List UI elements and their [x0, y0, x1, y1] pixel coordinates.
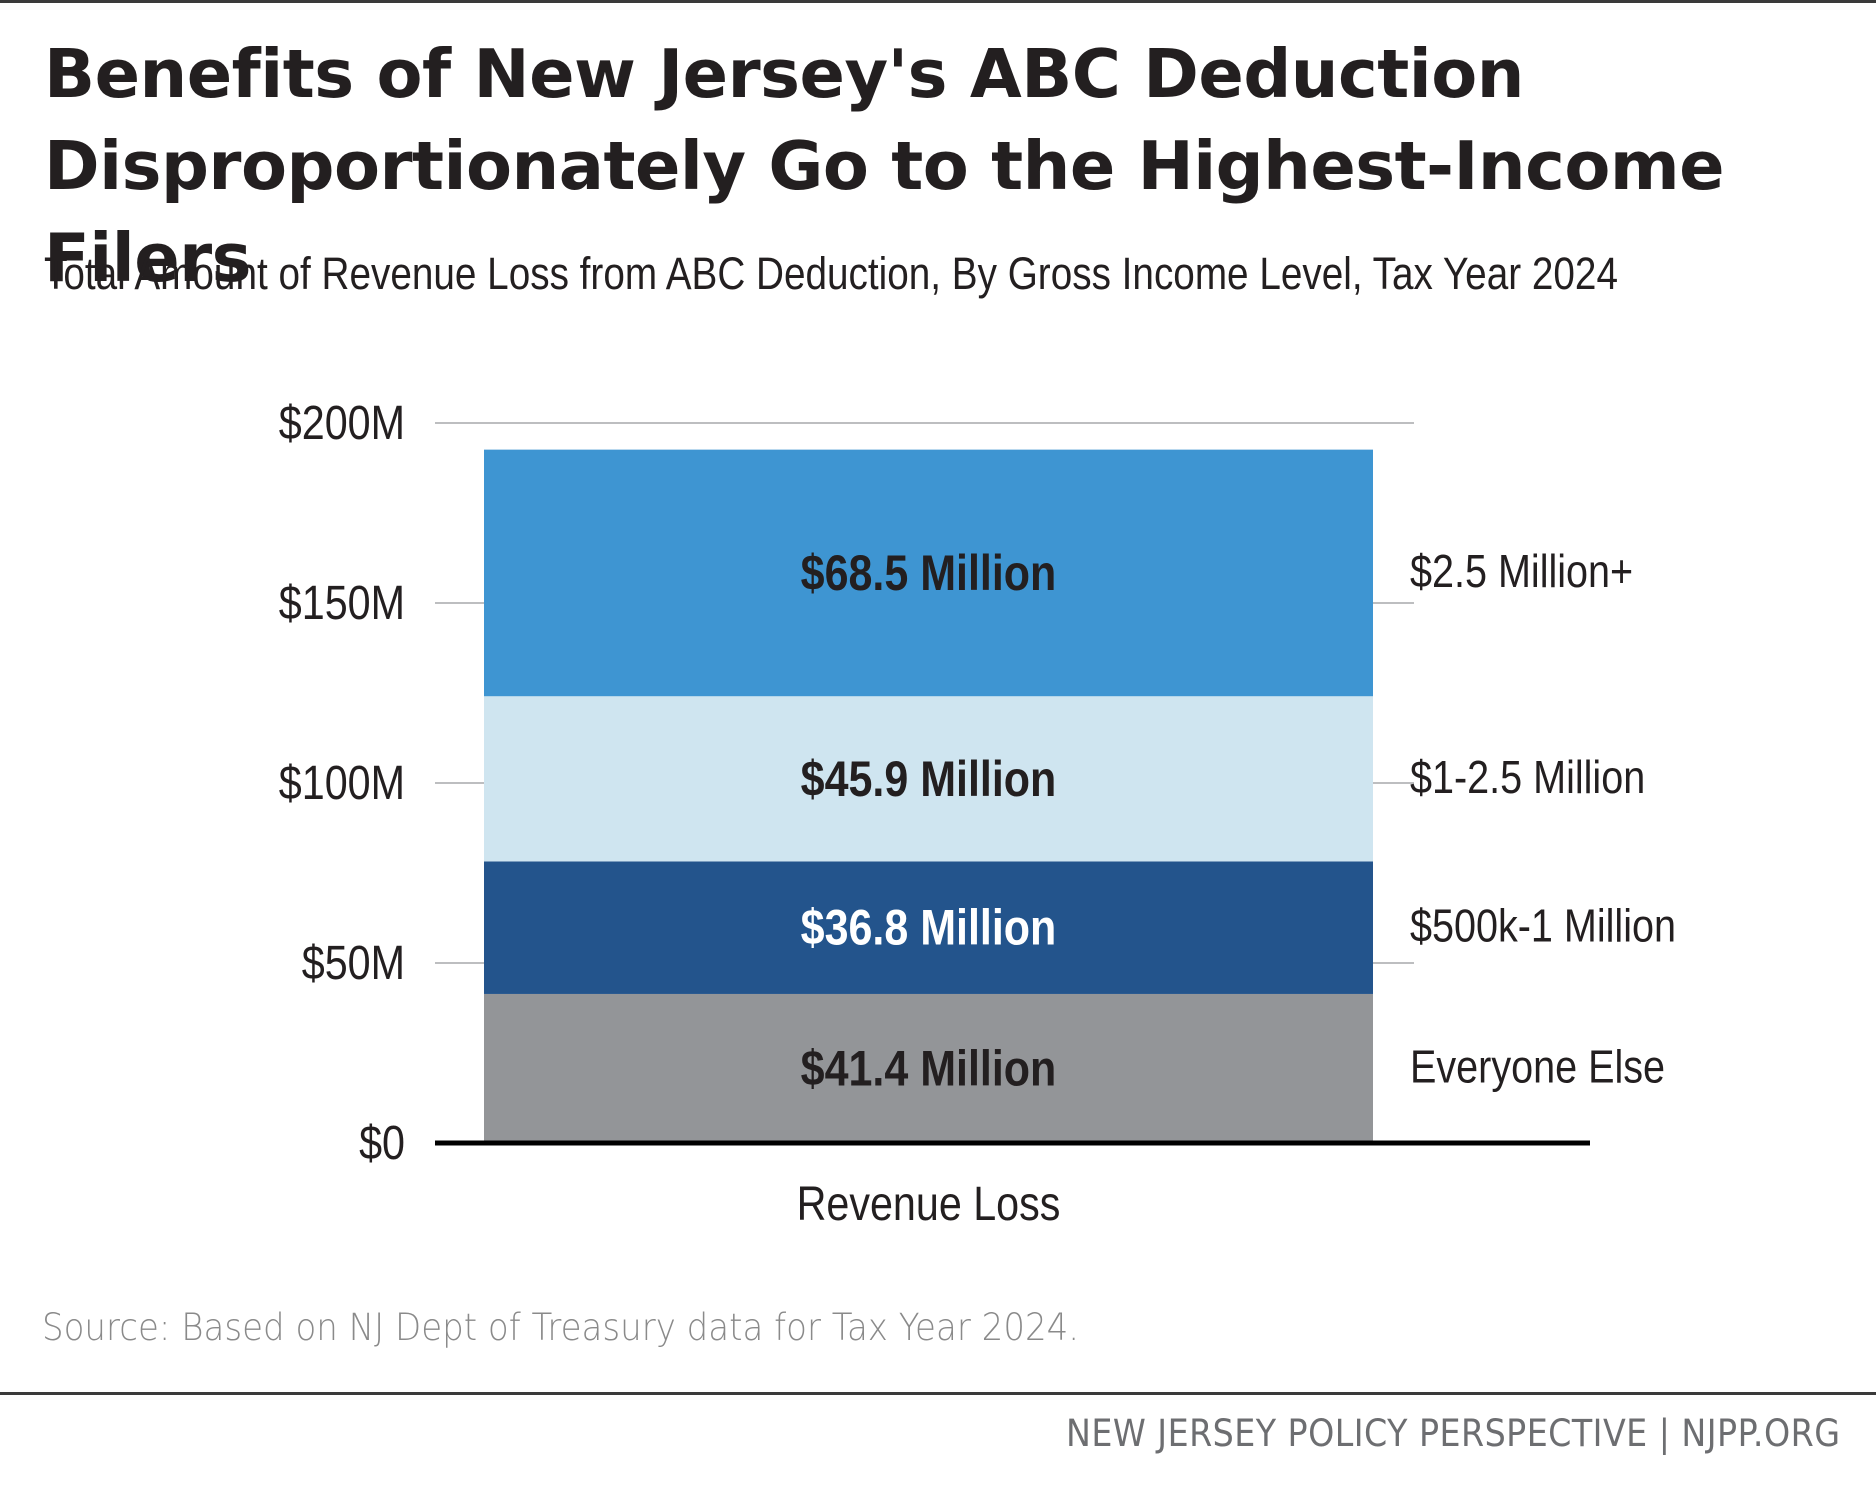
y-tick-label-200: $200M: [279, 396, 405, 450]
footer-credit: NEW JERSEY POLICY PERSPECTIVE | NJPP.ORG: [1065, 1412, 1840, 1455]
bar-value-label-1: $36.8 Million: [801, 900, 1057, 956]
source-note: Source: Based on NJ Dept of Treasury dat…: [42, 1306, 1080, 1349]
y-tick-label-0: $0: [359, 1116, 405, 1170]
y-tick-label-150: $150M: [279, 576, 405, 630]
bottom-rule: [0, 1392, 1876, 1395]
legend-label-2: $1-2.5 Million: [1410, 752, 1645, 803]
legend-label-0: Everyone Else: [1410, 1042, 1665, 1093]
legend-label-1: $500k-1 Million: [1410, 901, 1676, 952]
stacked-bar-chart: $41.4 Million Everyone Else $36.8 Million $…: [279, 396, 1676, 1231]
y-tick-label-50: $50M: [302, 936, 405, 990]
bar-segment-2: [484, 696, 1373, 862]
title-line-2: Disproportionately Go to the Highest-Inc…: [44, 127, 1725, 297]
chart-subtitle: Total Amount of Revenue Loss from ABC De…: [44, 248, 1618, 299]
title-line-1: Benefits of New Jersey's ABC Deduction: [44, 35, 1524, 113]
bar-segment-3: [484, 449, 1373, 697]
bar-segment-1: [484, 861, 1373, 994]
legend-label-3: $2.5 Million+: [1410, 546, 1633, 597]
bar-value-label-0: $41.4 Million: [801, 1040, 1057, 1096]
bar-value-label-3: $68.5 Million: [801, 545, 1057, 601]
bar-value-label-2: $45.9 Million: [801, 751, 1057, 807]
x-category-label: Revenue Loss: [797, 1177, 1061, 1231]
top-rule: [0, 0, 1876, 3]
bar-segment-0: [484, 993, 1373, 1143]
y-tick-label-100: $100M: [279, 756, 405, 810]
chart-title: Benefits of New Jersey's ABC Deduction D…: [44, 28, 1844, 304]
